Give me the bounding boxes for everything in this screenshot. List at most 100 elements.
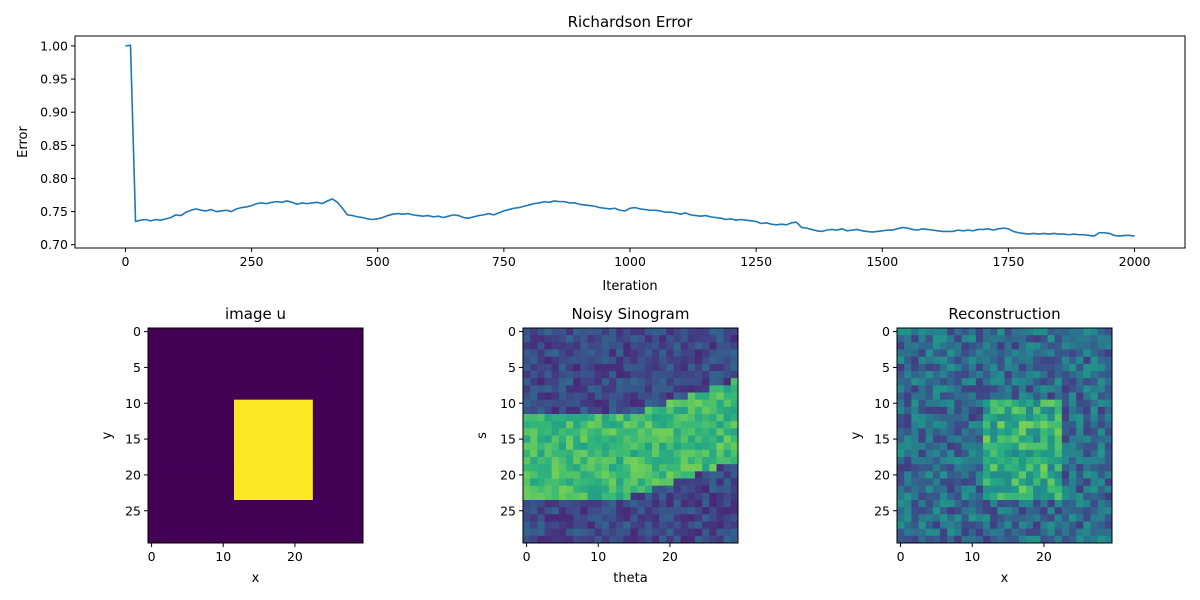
heatmap-cell [148, 521, 156, 530]
heatmap-cell [687, 449, 696, 458]
heatmap-cell [334, 392, 342, 401]
heatmap-cell [637, 342, 646, 350]
heatmap-cell [1076, 342, 1084, 350]
heatmap-cell [544, 442, 553, 451]
heatmap-cell [1033, 478, 1041, 487]
y-tick-label: 10 [500, 396, 516, 411]
heatmap-cell [730, 342, 739, 350]
heatmap-cell [348, 371, 357, 379]
heatmap-cell [262, 435, 271, 444]
heatmap-cell [530, 392, 538, 401]
heatmap-cell [580, 349, 588, 358]
heatmap-cell [1083, 335, 1091, 343]
heatmap-cell [623, 500, 631, 508]
heatmap-cell [897, 521, 905, 530]
heatmap-cell [291, 514, 299, 522]
heatmap-cell [666, 464, 674, 472]
heatmap-cell [730, 492, 739, 501]
heatmap-cell [1076, 414, 1084, 422]
heatmap-cell [1040, 399, 1048, 408]
heatmap-cell [573, 371, 581, 379]
heatmap-cell [334, 449, 342, 458]
heatmap-cell [616, 528, 624, 537]
heatmap-cell [932, 385, 941, 393]
heatmap-cell [241, 442, 249, 451]
heatmap-cell [580, 414, 588, 422]
heatmap-cell [305, 414, 314, 422]
heatmap-cell [1018, 442, 1027, 451]
heatmap-cell [176, 528, 185, 537]
heatmap-cell [904, 421, 912, 429]
heatmap-cell [1011, 406, 1020, 415]
heatmap-cell [544, 464, 553, 472]
heatmap-cell [1026, 535, 1034, 544]
heatmap-cell [687, 428, 696, 436]
heatmap-cell [968, 399, 977, 408]
heatmap-cell [162, 435, 170, 444]
heatmap-cell [327, 492, 335, 501]
heatmap-cell [255, 392, 264, 401]
heatmap-cell [176, 371, 185, 379]
heatmap-cell [925, 428, 934, 436]
heatmap-cell [558, 492, 567, 501]
heatmap-cell [566, 328, 574, 336]
heatmap-cell [1104, 478, 1113, 487]
heatmap-cell [594, 406, 603, 415]
heatmap-cell [226, 500, 235, 508]
x-tick-label: 1000 [614, 254, 646, 269]
heatmap-cell [298, 442, 307, 451]
heatmap-cell [155, 356, 163, 365]
heatmap-cell [659, 464, 667, 472]
heatmap-cell [644, 471, 653, 479]
heatmap-cell [666, 507, 674, 515]
heatmap-cell [723, 392, 732, 401]
heatmap-cell [262, 535, 271, 544]
heatmap-cell [205, 335, 213, 343]
heatmap-cell [644, 485, 653, 494]
heatmap-cell [1040, 328, 1048, 336]
heatmap-cell [341, 363, 350, 372]
heatmap-cell [298, 507, 307, 515]
heatmap-cell [219, 442, 228, 451]
heatmap-cell [1033, 406, 1041, 415]
heatmap-cell [932, 521, 941, 530]
heatmap-cell [255, 428, 264, 436]
heatmap-cell [594, 464, 603, 472]
heatmap-cell [609, 328, 617, 336]
heatmap-cell [954, 492, 962, 501]
heatmap-cell [205, 385, 213, 393]
heatmap-cell [355, 449, 364, 458]
heatmap-cell [616, 478, 624, 487]
heatmap-cell [355, 406, 364, 415]
heatmap-cell [355, 363, 364, 372]
heatmap-cell [580, 342, 588, 350]
heatmap-cell [1104, 535, 1113, 544]
heatmap-cell [320, 342, 328, 350]
heatmap-cell [212, 378, 221, 386]
heatmap-cell [198, 500, 206, 508]
heatmap-cell [191, 442, 199, 451]
heatmap-cell [630, 406, 639, 415]
heatmap-cell [616, 356, 624, 365]
heatmap-cell [305, 528, 314, 537]
heatmap-cell [305, 478, 314, 487]
heatmap-cell [990, 507, 998, 515]
heatmap-cell [637, 428, 646, 436]
heatmap-cell [162, 392, 170, 401]
heatmap-cell [558, 428, 567, 436]
heatmap-cell [566, 507, 574, 515]
heatmap-cell [262, 428, 271, 436]
heatmap-cell [573, 421, 581, 429]
heatmap-cell [341, 535, 350, 544]
heatmap-cell [176, 399, 185, 408]
heatmap-cell [1026, 392, 1034, 401]
heatmap-cell [1026, 363, 1034, 372]
heatmap-cell [918, 378, 927, 386]
heatmap-cell [191, 349, 199, 358]
heatmap-cell [169, 435, 178, 444]
heatmap-cell [1033, 392, 1041, 401]
heatmap-cell [601, 399, 610, 408]
x-tick-label: 10 [590, 549, 606, 564]
heatmap-cell [558, 406, 567, 415]
